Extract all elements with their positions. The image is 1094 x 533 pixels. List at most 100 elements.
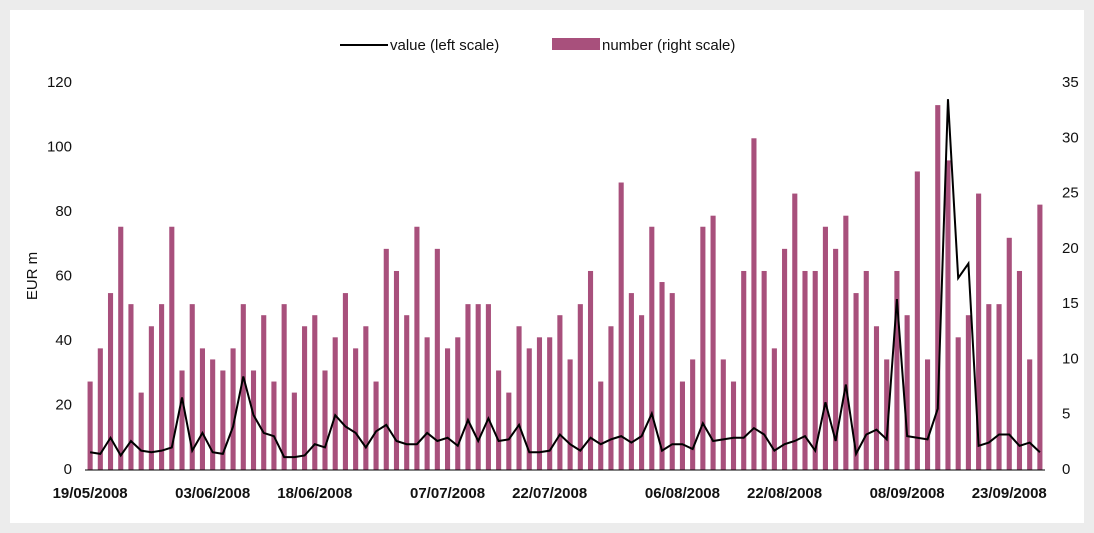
bar [1037,204,1043,470]
bar [965,315,971,470]
bar [1027,359,1033,470]
y-tick-label: 0 [64,461,72,478]
bar [608,326,614,470]
bar [690,359,696,470]
bar [220,370,226,470]
y-tick-label: 100 [47,138,72,155]
bar [720,359,726,470]
bar [914,171,920,470]
bar [465,304,471,470]
bar [291,392,297,470]
bar [148,326,154,470]
y-tick-label: 120 [47,74,72,91]
y-axis-label: EUR m [24,252,41,300]
y2-tick-label: 20 [1062,240,1079,257]
bar [383,248,389,470]
bar [557,315,563,470]
y2-tick-label: 30 [1062,129,1079,146]
bar [884,359,890,470]
x-tick-label: 18/06/2008 [277,485,352,502]
bar [986,304,992,470]
y-tick-label: 60 [55,267,72,284]
bar [179,370,185,470]
legend-swatch [552,38,600,50]
x-tick-label: 06/08/2008 [645,485,720,502]
bar [87,381,93,470]
bar [1016,270,1023,470]
bar [393,270,400,470]
x-tick-label: 08/09/2008 [870,485,945,502]
bar [445,348,451,470]
bar [894,270,900,470]
bar [925,359,931,470]
y2-tick-label: 0 [1062,461,1070,478]
x-tick-label: 19/05/2008 [53,485,128,502]
bar [455,337,461,470]
bar [434,248,440,470]
bar [261,315,267,470]
bar [639,315,645,470]
bar [976,193,982,471]
bar [169,226,175,470]
bar [199,348,205,470]
bar [97,348,103,470]
bar [649,226,655,470]
bar [843,215,849,470]
bar [628,293,634,470]
bar [536,337,543,470]
bar [189,304,195,470]
bar [475,304,481,470]
bar [424,337,430,470]
bar [659,282,665,470]
x-tick-label: 22/08/2008 [747,485,822,502]
bar [598,381,604,470]
bar [853,293,859,470]
bar [618,182,624,470]
bar [281,304,287,470]
y2-tick-label: 15 [1062,295,1079,312]
bar [955,337,961,470]
bar [496,370,502,470]
y2-tick-label: 35 [1062,74,1079,91]
bar [506,392,512,470]
bar [363,326,369,470]
x-tick-label: 22/07/2008 [512,485,587,502]
bar [935,105,941,470]
bar [741,270,747,470]
bar [792,193,798,471]
bar [945,160,951,470]
bar [302,326,308,470]
bar [107,293,114,470]
bar [128,304,134,470]
y2-tick-label: 5 [1062,406,1070,423]
bar [516,326,522,470]
bar [782,248,788,470]
bar [833,248,839,470]
bar [812,270,818,470]
bar [526,348,532,470]
bar [822,226,828,470]
x-tick-label: 07/07/2008 [410,485,485,502]
y2-tick-label: 25 [1062,185,1079,202]
bar [353,348,359,470]
y-tick-label: 80 [55,203,72,220]
bar [996,304,1002,470]
bar [751,138,757,471]
bar [761,270,767,470]
y-tick-label: 20 [55,396,72,413]
legend-label: number (right scale) [602,37,735,54]
bar [250,370,257,470]
bar [373,381,379,470]
bar [700,226,706,470]
bar [873,326,880,470]
bar [547,337,553,470]
bar [669,293,675,470]
bar [342,293,348,470]
bar [240,304,246,470]
bar [587,270,594,470]
bar [1006,237,1012,470]
bar [322,370,328,470]
bar [118,226,124,470]
legend-label: value (left scale) [390,37,499,54]
